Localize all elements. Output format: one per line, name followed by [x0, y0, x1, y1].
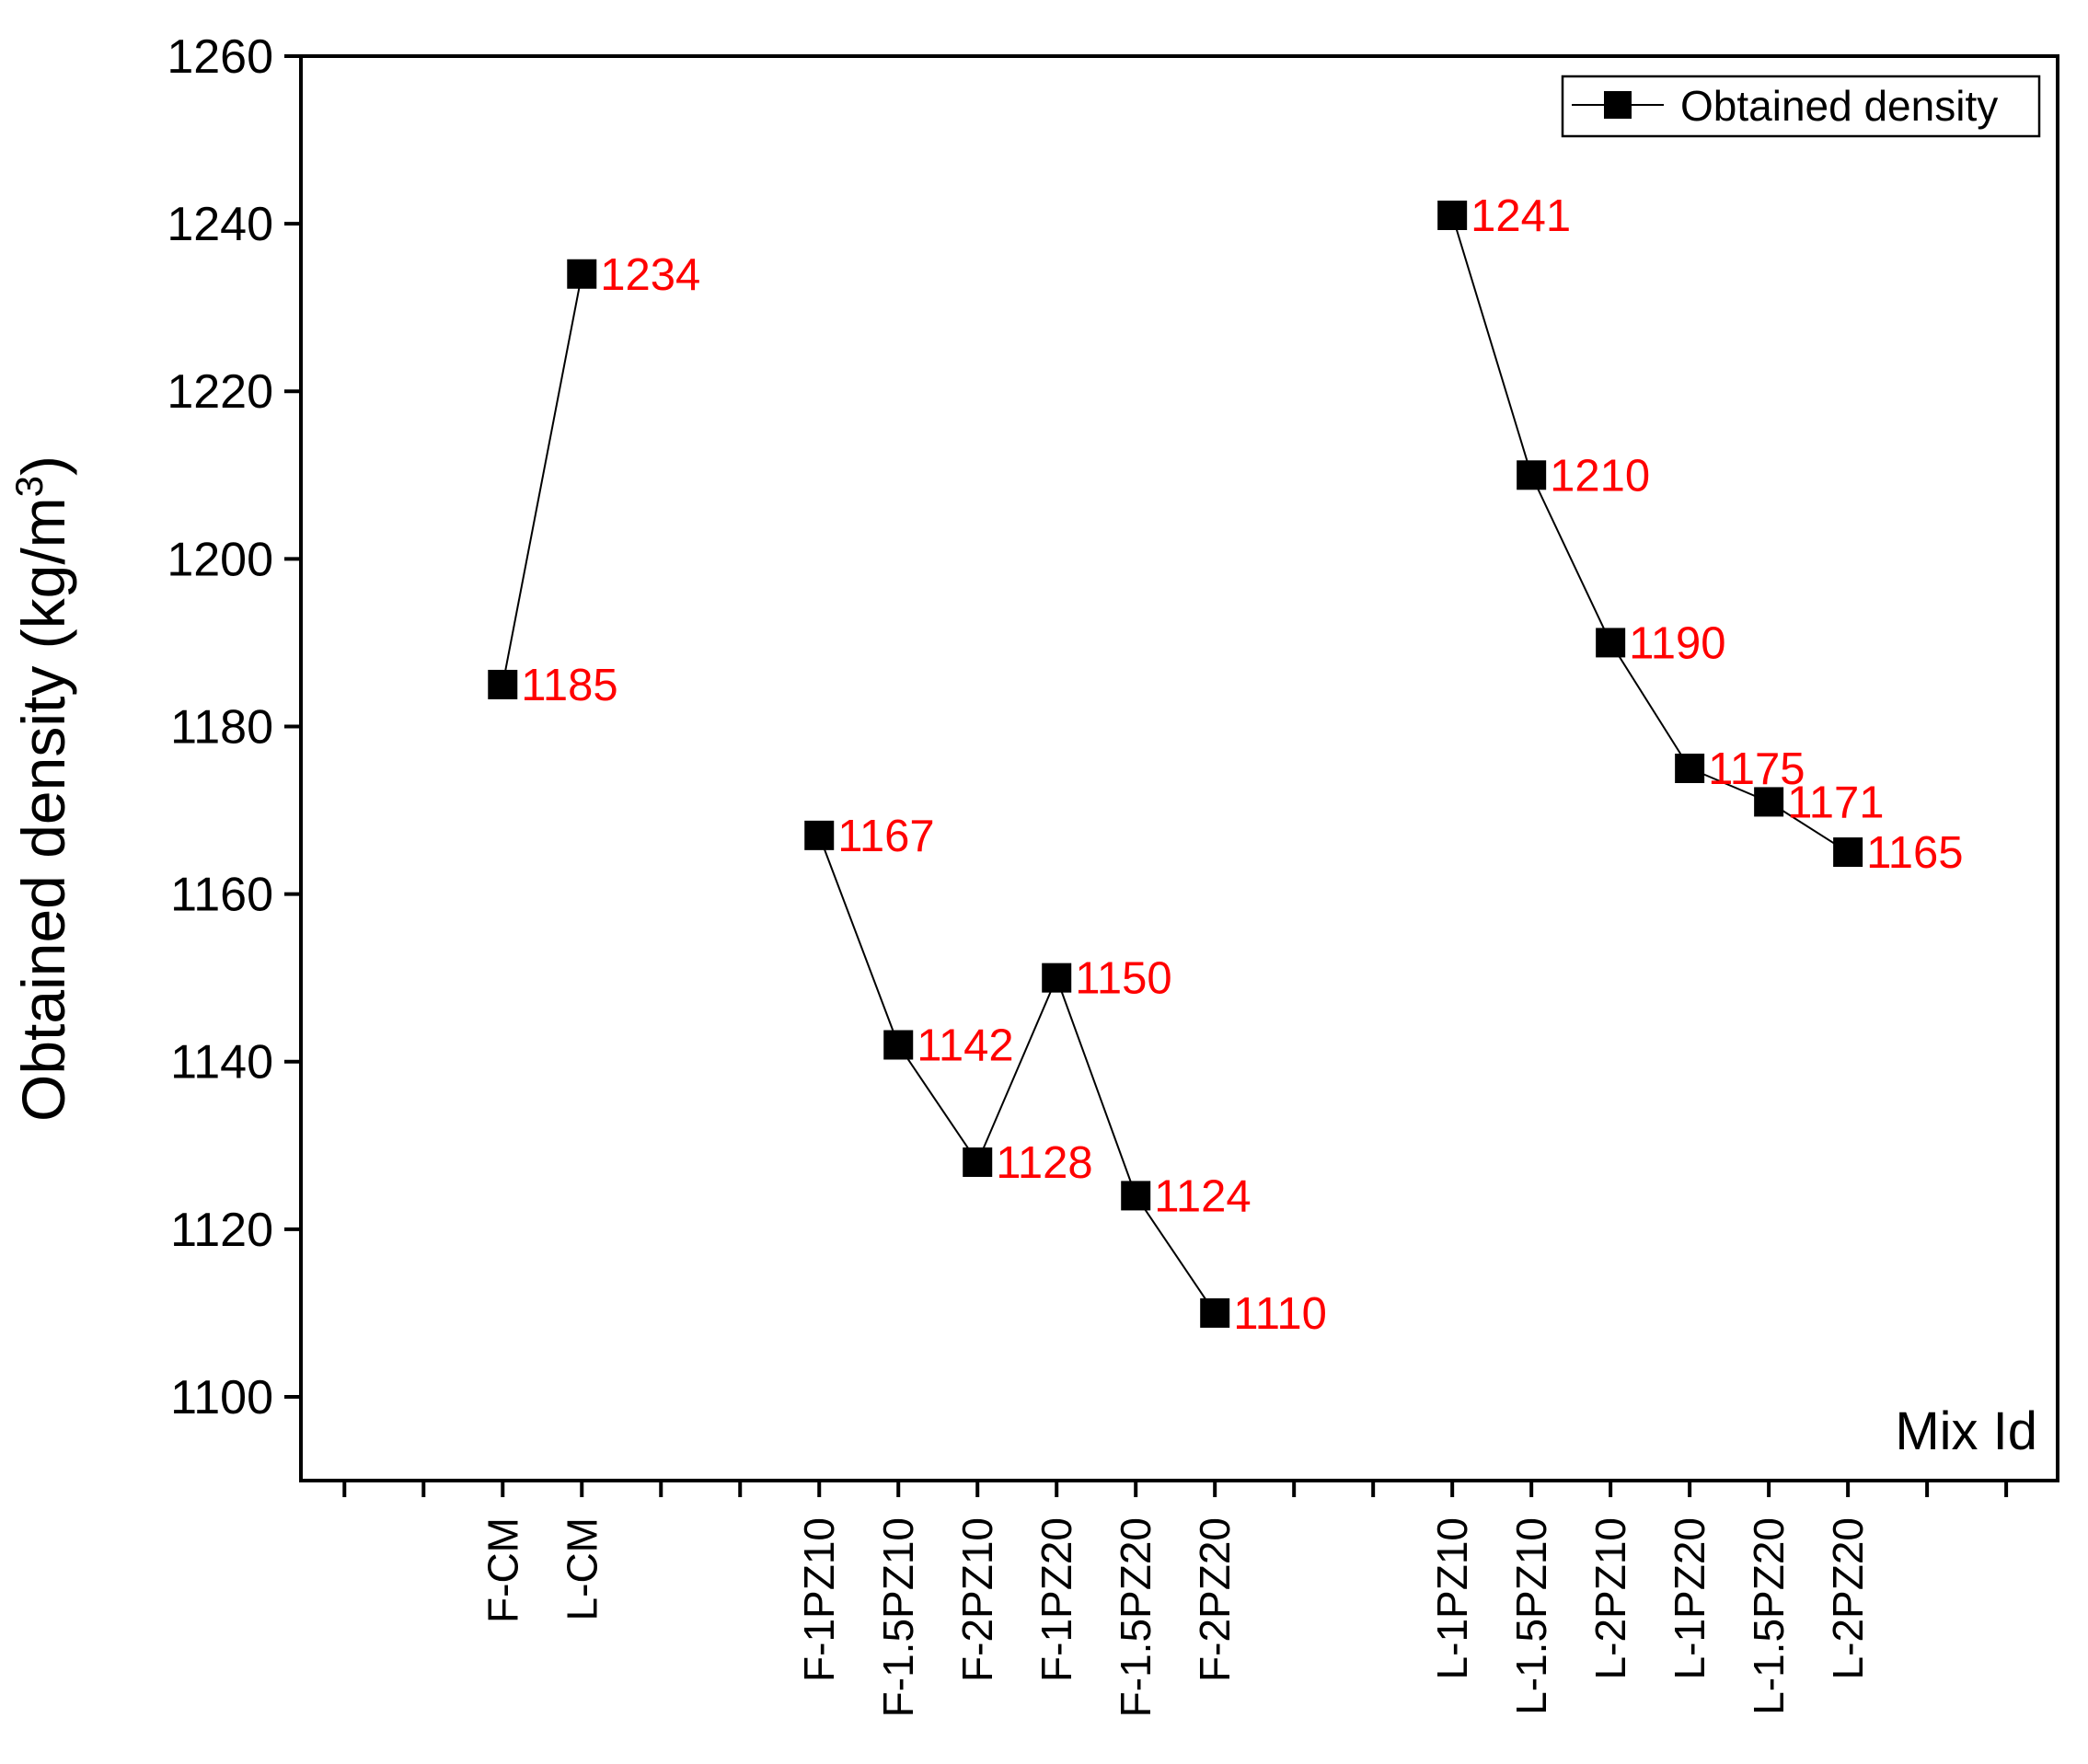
data-marker — [804, 820, 835, 850]
data-marker — [488, 669, 518, 699]
y-tick-label: 1260 — [167, 30, 273, 84]
data-marker — [1121, 1181, 1151, 1211]
x-tick-label: F-CM — [479, 1517, 526, 1623]
y-axis-label: Obtained density (kg/m3) — [7, 455, 77, 1122]
data-marker — [1200, 1297, 1230, 1328]
x-tick-label: L-2PZ10 — [1586, 1517, 1634, 1679]
x-tick-label: L-CM — [558, 1517, 606, 1620]
x-tick-label: L-1.5PZ10 — [1507, 1517, 1555, 1715]
data-label: 1124 — [1154, 1171, 1251, 1221]
data-label: 1175 — [1708, 744, 1805, 794]
x-tick-label: L-1PZ20 — [1666, 1517, 1713, 1679]
x-tick-label: L-1PZ10 — [1428, 1517, 1476, 1679]
plot-frame — [299, 54, 2059, 1482]
data-marker — [1754, 787, 1784, 817]
data-label: 1128 — [996, 1138, 1092, 1188]
legend-marker — [1604, 91, 1632, 119]
data-marker — [1517, 460, 1547, 490]
y-tick-label: 1140 — [170, 1036, 273, 1090]
legend-box — [1561, 75, 2041, 138]
y-tick-label: 1160 — [170, 869, 273, 922]
data-marker — [963, 1147, 993, 1177]
data-label: 1150 — [1075, 954, 1171, 1004]
data-marker — [1042, 963, 1072, 993]
data-label: 1234 — [600, 250, 700, 300]
data-label: 1185 — [521, 661, 617, 710]
legend: Obtained density — [1561, 75, 2041, 138]
data-label: 1167 — [837, 812, 934, 861]
data-label: 1171 — [1787, 778, 1884, 827]
y-tick-label: 1200 — [167, 533, 273, 586]
data-label: 1190 — [1629, 618, 1725, 668]
y-tick-label: 1240 — [167, 198, 273, 251]
x-tick-label: F-1.5PZ20 — [1112, 1517, 1159, 1717]
x-tick-label: F-2PZ10 — [953, 1517, 1001, 1682]
data-marker — [1596, 628, 1626, 658]
y-tick-label: 1180 — [170, 700, 273, 754]
data-label: 1210 — [1550, 451, 1650, 501]
x-tick-label: F-2PZ20 — [1191, 1517, 1239, 1682]
x-tick-label: L-2PZ20 — [1824, 1517, 1872, 1679]
data-label: 1110 — [1233, 1289, 1327, 1339]
series-line — [502, 273, 583, 686]
data-marker — [1833, 837, 1863, 868]
data-marker — [883, 1030, 914, 1060]
x-tick-label: F-1.5PZ10 — [874, 1517, 922, 1717]
data-marker — [1675, 754, 1705, 783]
y-tick-label: 1120 — [170, 1204, 273, 1257]
x-tick-label: L-1.5PZ20 — [1745, 1517, 1793, 1715]
data-marker — [1437, 201, 1468, 231]
y-tick-label: 1220 — [167, 365, 273, 419]
x-tick-label: F-1PZ20 — [1032, 1517, 1080, 1682]
series-line — [818, 835, 1217, 1314]
data-marker — [567, 259, 597, 289]
legend-label: Obtained density — [1680, 82, 1998, 130]
x-axis-title: Mix Id — [1895, 1401, 2037, 1461]
data-label: 1165 — [1866, 828, 1963, 878]
x-tick-label: F-1PZ10 — [795, 1517, 843, 1682]
y-tick-label: 1100 — [170, 1371, 273, 1424]
data-label: 1241 — [1471, 191, 1571, 241]
data-label: 1142 — [917, 1020, 1013, 1070]
